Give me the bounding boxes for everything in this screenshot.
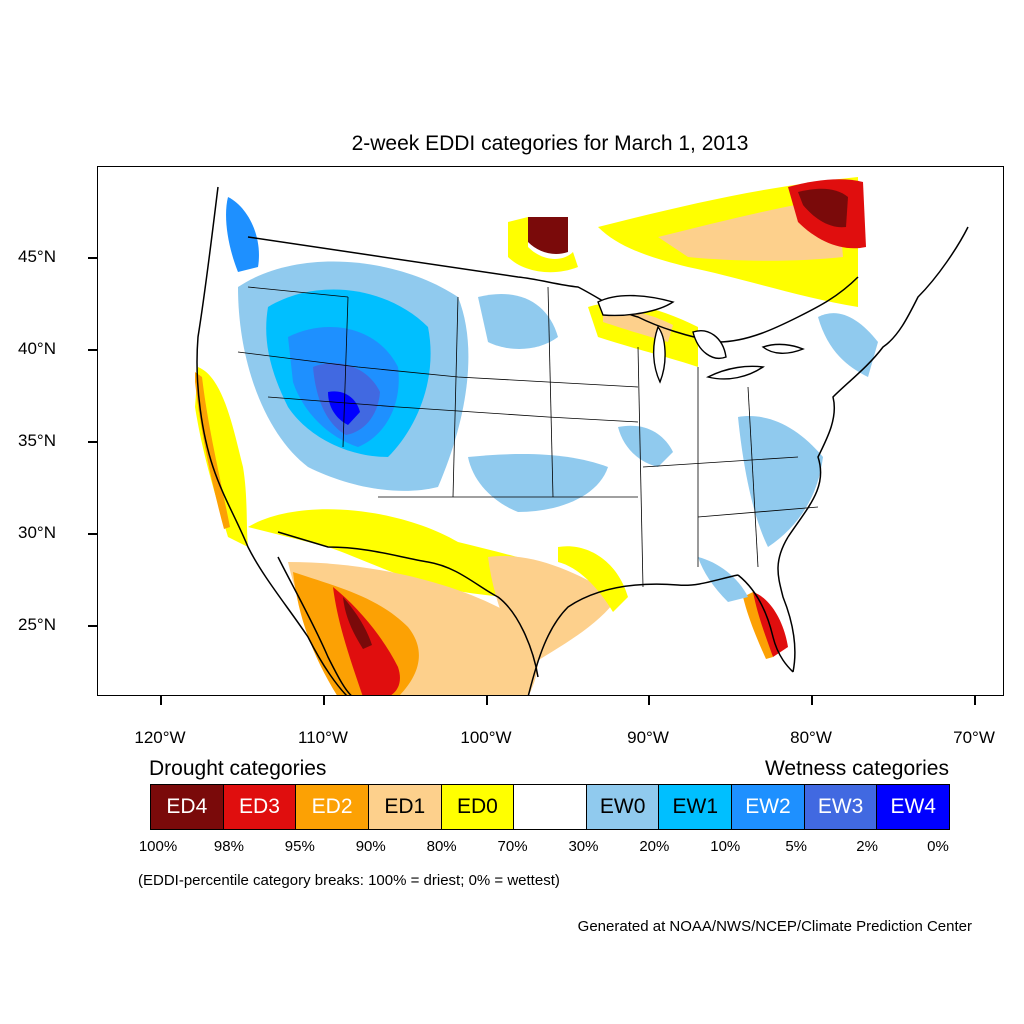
great-lakes (597, 294, 805, 384)
mexico-ed4-region (343, 597, 372, 649)
pacific-northwest-ew1-region (226, 197, 259, 272)
credit-text: Generated at NOAA/NWS/NCEP/Climate Predi… (577, 918, 972, 935)
gulf-coastline (527, 574, 739, 695)
midwest-ew0-region (618, 425, 673, 467)
texas-ed1-region (488, 556, 618, 667)
lon-tick (974, 696, 976, 705)
state-border (237, 351, 639, 388)
florida-ed3-region (748, 592, 788, 657)
florida-east-coastline (777, 536, 796, 673)
lat-tick (88, 533, 97, 535)
percentile-label: 95% (284, 838, 315, 855)
florida-coastline (737, 574, 794, 673)
west-coastline (196, 186, 348, 695)
state-borders (237, 286, 819, 588)
coastlines-and-borders (196, 186, 969, 695)
drought-heading: Drought categories (149, 757, 327, 780)
lake-huron (692, 330, 727, 359)
lon-label: 100°W (460, 728, 512, 747)
legend-cell-ed2: ED2 (296, 785, 369, 829)
percentile-label: 100% (138, 838, 178, 855)
category-fields (195, 177, 878, 695)
percentile-label: 0% (927, 838, 949, 855)
percentile-label: 90% (355, 838, 386, 855)
percentile-label: 5% (785, 838, 808, 855)
legend-cell-ew3: EW3 (804, 785, 878, 829)
lat-label: 30°N (18, 523, 56, 542)
lon-label: 80°W (790, 728, 832, 747)
quebec-ed4-region (798, 188, 848, 228)
map-canvas (195, 177, 969, 695)
lat-label: 45°N (18, 247, 56, 266)
state-border (747, 386, 759, 568)
lon-tick (323, 696, 325, 705)
category-legend: ED4 ED3 ED2 ED1 ED0 EW0 EW1 EW2 EW3 EW4 (150, 784, 950, 830)
legend-cell-ed4: ED4 (151, 785, 224, 829)
northern-plains-ew0-region (478, 293, 558, 349)
lake-michigan (653, 325, 666, 384)
florida-ed2-region (743, 592, 773, 659)
state-border (452, 296, 459, 498)
eddi-map (97, 166, 1004, 696)
percentile-label: 20% (639, 838, 670, 855)
wetness-heading: Wetness categories (764, 757, 949, 780)
lon-tick (648, 696, 650, 705)
state-border (547, 286, 554, 498)
baja-coastline (277, 556, 352, 695)
state-border (637, 346, 644, 588)
lat-tick (88, 441, 97, 443)
west-coast-ed0-region (195, 367, 248, 547)
lon-label: 110°W (298, 728, 348, 747)
lake-superior (597, 294, 675, 317)
lake-ontario (761, 343, 805, 354)
manitoba-ed0-region (508, 217, 578, 273)
lat-tick (88, 625, 97, 627)
state-border (642, 456, 799, 468)
state-border (247, 286, 349, 298)
percentile-label: 2% (856, 838, 878, 855)
lat-tick (88, 257, 97, 259)
lat-label: 35°N (18, 431, 56, 450)
legend-cell-neutral (514, 785, 587, 829)
state-border (697, 506, 819, 518)
gulf-coast-ew0-region (698, 557, 748, 602)
legend-cell-ed1: ED1 (368, 785, 442, 829)
lon-tick (486, 696, 488, 705)
percentile-label: 70% (497, 838, 528, 855)
legend-cell-ed3: ED3 (223, 785, 297, 829)
us-canada-border (247, 236, 859, 343)
plains-ew0-region (468, 454, 608, 512)
legend-cell-ed0: ED0 (441, 785, 515, 829)
northeast-ew0-region (818, 313, 878, 377)
state-border (342, 296, 349, 448)
percentile-label: 98% (213, 838, 244, 855)
lon-label: 120°W (134, 728, 186, 747)
lon-label: 90°W (627, 728, 669, 747)
state-border (267, 396, 639, 423)
texas-ed0-region (558, 546, 628, 612)
legend-cell-ew4: EW4 (877, 785, 950, 829)
lon-label: 70°W (953, 728, 995, 747)
lat-label: 25°N (18, 615, 56, 634)
legend-cell-ew0: EW0 (586, 785, 660, 829)
lake-erie (705, 365, 765, 380)
southeast-ew0-region (738, 416, 823, 547)
east-coastline (787, 226, 969, 538)
lon-tick (811, 696, 813, 705)
us-mexico-border (277, 531, 539, 678)
manitoba-ed4-region (528, 217, 568, 254)
legend-cell-ew2: EW2 (732, 785, 805, 829)
percentile-label: 30% (568, 838, 599, 855)
percentile-label: 80% (426, 838, 457, 855)
legend-cell-ew1: EW1 (659, 785, 733, 829)
map-title: 2-week EDDI categories for March 1, 2013 (351, 132, 749, 155)
category-note: (EDDI-percentile category breaks: 100% =… (138, 872, 560, 889)
lat-label: 40°N (18, 339, 56, 358)
percentile-label: 10% (710, 838, 741, 855)
lat-tick (88, 349, 97, 351)
lon-tick (160, 696, 162, 705)
